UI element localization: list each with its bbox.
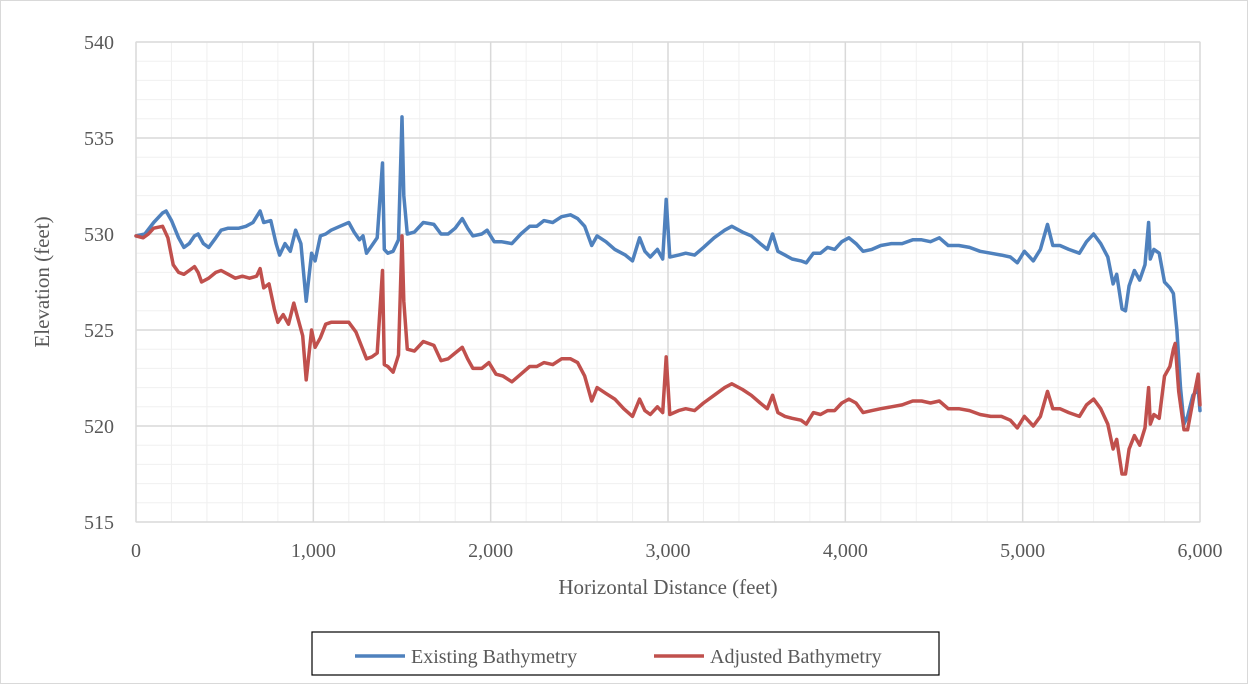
y-tick-label: 540 [84, 32, 114, 54]
x-tick-label: 2,000 [468, 540, 513, 562]
y-axis-tick-labels: 515 520 525 530 535 540 [84, 32, 114, 534]
x-axis-tick-labels: 0 1,000 2,000 3,000 4,000 5,000 6,000 [131, 540, 1223, 562]
x-tick-label: 6,000 [1178, 540, 1223, 562]
major-gridlines [135, 41, 1201, 523]
series-lines [134, 115, 1202, 476]
y-tick-label: 535 [84, 128, 114, 150]
legend-label-existing-bathymetry: Existing Bathymetry [411, 646, 577, 668]
x-tick-label: 3,000 [646, 540, 691, 562]
series-line-existing-bathymetry [134, 115, 1202, 426]
y-axis-title: Elevation (feet) [30, 216, 54, 347]
y-tick-label: 530 [84, 224, 114, 246]
legend-box [311, 631, 940, 676]
y-tick-label: 515 [84, 512, 114, 534]
legend-label-adjusted-bathymetry: Adjusted Bathymetry [710, 646, 882, 668]
x-tick-label: 5,000 [1000, 540, 1045, 562]
legend: Existing Bathymetry Adjusted Bathymetry [311, 631, 940, 676]
y-tick-label: 520 [84, 416, 114, 438]
x-tick-label: 1,000 [291, 540, 336, 562]
x-axis-title: Horizontal Distance (feet) [558, 575, 777, 599]
plot-area-border [135, 41, 1201, 523]
series-line-adjusted-bathymetry [134, 224, 1202, 476]
x-tick-label: 0 [131, 540, 141, 562]
y-tick-label: 525 [84, 320, 114, 342]
x-tick-label: 4,000 [823, 540, 868, 562]
